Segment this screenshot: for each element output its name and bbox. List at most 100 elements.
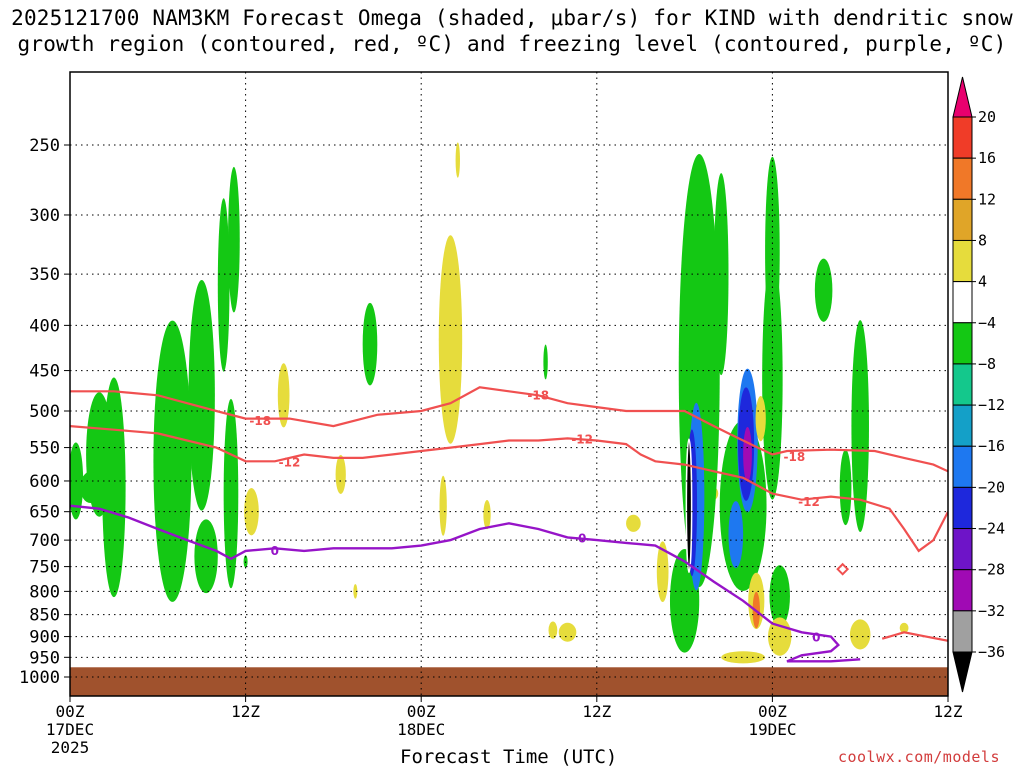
colorbar-swatch: [952, 486, 973, 530]
omega-cell: [755, 395, 766, 442]
omega-cell: [899, 622, 909, 634]
x-tick-year-label: 2025: [51, 738, 90, 757]
colorbar-label: −24: [978, 520, 1005, 538]
contour-layer: [70, 386, 948, 663]
y-tick-label: 700: [29, 531, 60, 551]
colorbar-label: −36: [978, 643, 1005, 661]
omega-cell: [713, 173, 729, 376]
plot-frame: [69, 71, 949, 697]
y-tick-label: 400: [29, 316, 60, 336]
colorbar-arrow-bottom: [952, 651, 973, 693]
omega-cell: [721, 651, 766, 664]
y-tick-label: 550: [29, 439, 60, 459]
freezing-level-contour: [70, 504, 861, 663]
omega-cell: [548, 621, 558, 639]
contour-label: 0: [812, 631, 820, 645]
y-tick-label: 950: [29, 648, 60, 668]
dgz-minus12-contour: [70, 425, 948, 553]
y-tick-label: 900: [29, 628, 60, 648]
contour-label: -18: [527, 389, 549, 403]
colorbar-label: −16: [978, 437, 1005, 455]
ground-layer: [70, 667, 948, 696]
colorbar-swatch: [952, 157, 973, 200]
colorbar-label: 16: [978, 149, 996, 167]
colorbar-label: 12: [978, 190, 996, 208]
colorbar-swatch: [952, 322, 973, 365]
y-tick-label: 250: [29, 136, 60, 156]
colorbar-swatch: [952, 239, 973, 283]
colorbar-swatch: [952, 116, 973, 159]
y-tick-label: 750: [29, 558, 60, 578]
omega-cell: [217, 198, 230, 372]
x-tick-label: 00Z: [407, 702, 436, 721]
y-tick-label: 500: [29, 402, 60, 422]
omega-cell: [335, 454, 346, 495]
colorbar-label: −32: [978, 602, 1005, 620]
colorbar-swatch: [952, 198, 973, 241]
colorbar-label: −8: [978, 355, 996, 373]
omega-cell: [455, 142, 460, 178]
x-tick-label: 00Z: [56, 702, 85, 721]
omega-cell: [244, 488, 259, 536]
omega-cell: [728, 501, 744, 569]
omega-cell: [362, 302, 378, 386]
colorbar-swatch: [952, 569, 973, 612]
omega-cell: [102, 377, 126, 598]
x-tick-label: 00Z: [758, 702, 787, 721]
omega-cell: [769, 565, 790, 627]
dgz-minus18-contour: [70, 386, 948, 473]
colorbar-swatch: [952, 610, 973, 653]
colorbar-label: 20: [978, 108, 996, 126]
y-tick-label: 300: [29, 206, 60, 226]
omega-cell: [543, 344, 548, 380]
contour-label: -18: [249, 414, 271, 428]
x-tick-label: 12Z: [231, 702, 260, 721]
colorbar-swatch: [952, 445, 973, 488]
omega-cell: [223, 398, 239, 589]
omega-cell: [194, 519, 218, 594]
omega-cell: [849, 619, 871, 650]
omega-cell: [656, 541, 669, 603]
x-tick-label: 12Z: [934, 702, 963, 721]
colorbar-legend: 20 16 12 8 4 −4 −8 −12 −16 −20 −24 −28 −32 −36: [952, 76, 1005, 693]
x-axis-title: Forecast Time (UTC): [400, 746, 618, 768]
omega-cell: [558, 622, 577, 642]
contour-label: -12: [279, 455, 301, 469]
chart-title-line-1: 2025121700 NAM3KM Forecast Omega (shaded…: [11, 6, 1013, 30]
colorbar-arrow-top: [952, 76, 973, 118]
x-tick-label: 12Z: [582, 702, 611, 721]
contour-label: 0: [578, 531, 586, 545]
omega-cell: [851, 320, 869, 532]
omega-cell: [686, 439, 692, 573]
contour-label: -18: [784, 450, 806, 464]
colorbar-label: −12: [978, 396, 1005, 414]
colorbar-label: −28: [978, 561, 1005, 579]
contour-label: -12: [571, 432, 593, 446]
omega-cell: [153, 320, 192, 602]
omega-cell: [277, 363, 290, 428]
contour-label: 0: [271, 544, 279, 558]
x-tick-date-label: 18DEC: [397, 720, 445, 739]
x-tick-date-label: 19DEC: [748, 720, 796, 739]
y-tick-label: 650: [29, 503, 60, 523]
y-tick-label: 800: [29, 582, 60, 602]
omega-core-outline: [685, 438, 693, 574]
dgz-minus12-lower-contour: [881, 631, 948, 642]
y-tick-label: 350: [29, 265, 60, 285]
y-tick-label: 850: [29, 606, 60, 626]
omega-cell: [228, 166, 240, 313]
colorbar-label: 8: [978, 231, 987, 249]
omega-cell: [483, 499, 491, 530]
colorbar-swatch: [952, 281, 973, 324]
site-credit: coolwx.com/models: [837, 748, 1000, 766]
chart-title-line-2: growth region (contoured, red, ºC) and f…: [17, 32, 1007, 56]
y-axis: 2503003504004505005506006507007508008509…: [19, 136, 70, 688]
omega-cell: [626, 514, 641, 532]
colorbar-label: −20: [978, 478, 1005, 496]
omega-cell: [243, 555, 248, 568]
colorbar-swatch: [952, 528, 973, 571]
colorbar-label: 4: [978, 273, 987, 291]
omega-cell: [439, 475, 447, 536]
